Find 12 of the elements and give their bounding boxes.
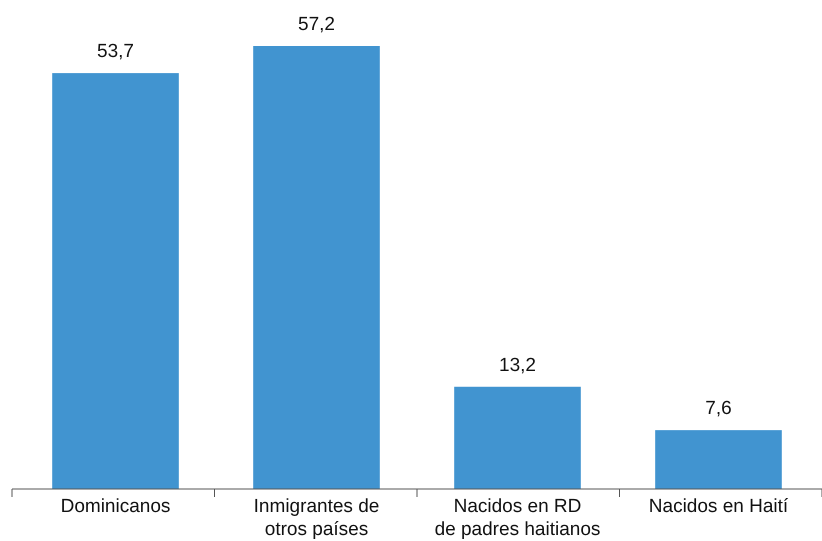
x-tick-label: Inmigrantes de otros países — [254, 496, 380, 540]
x-tick-label: Nacidos en RD de padres haitianos — [434, 496, 600, 540]
bar — [655, 430, 782, 489]
bar — [454, 386, 581, 489]
data-label: 13,2 — [499, 354, 536, 376]
data-label: 57,2 — [298, 14, 335, 35]
bar — [253, 46, 380, 489]
data-label: 7,6 — [705, 398, 732, 420]
x-tick-label: Nacidos en Haití — [648, 496, 789, 517]
bar — [52, 73, 179, 489]
x-tick-label: Dominicanos — [60, 496, 170, 517]
data-label: 53,7 — [97, 41, 134, 62]
